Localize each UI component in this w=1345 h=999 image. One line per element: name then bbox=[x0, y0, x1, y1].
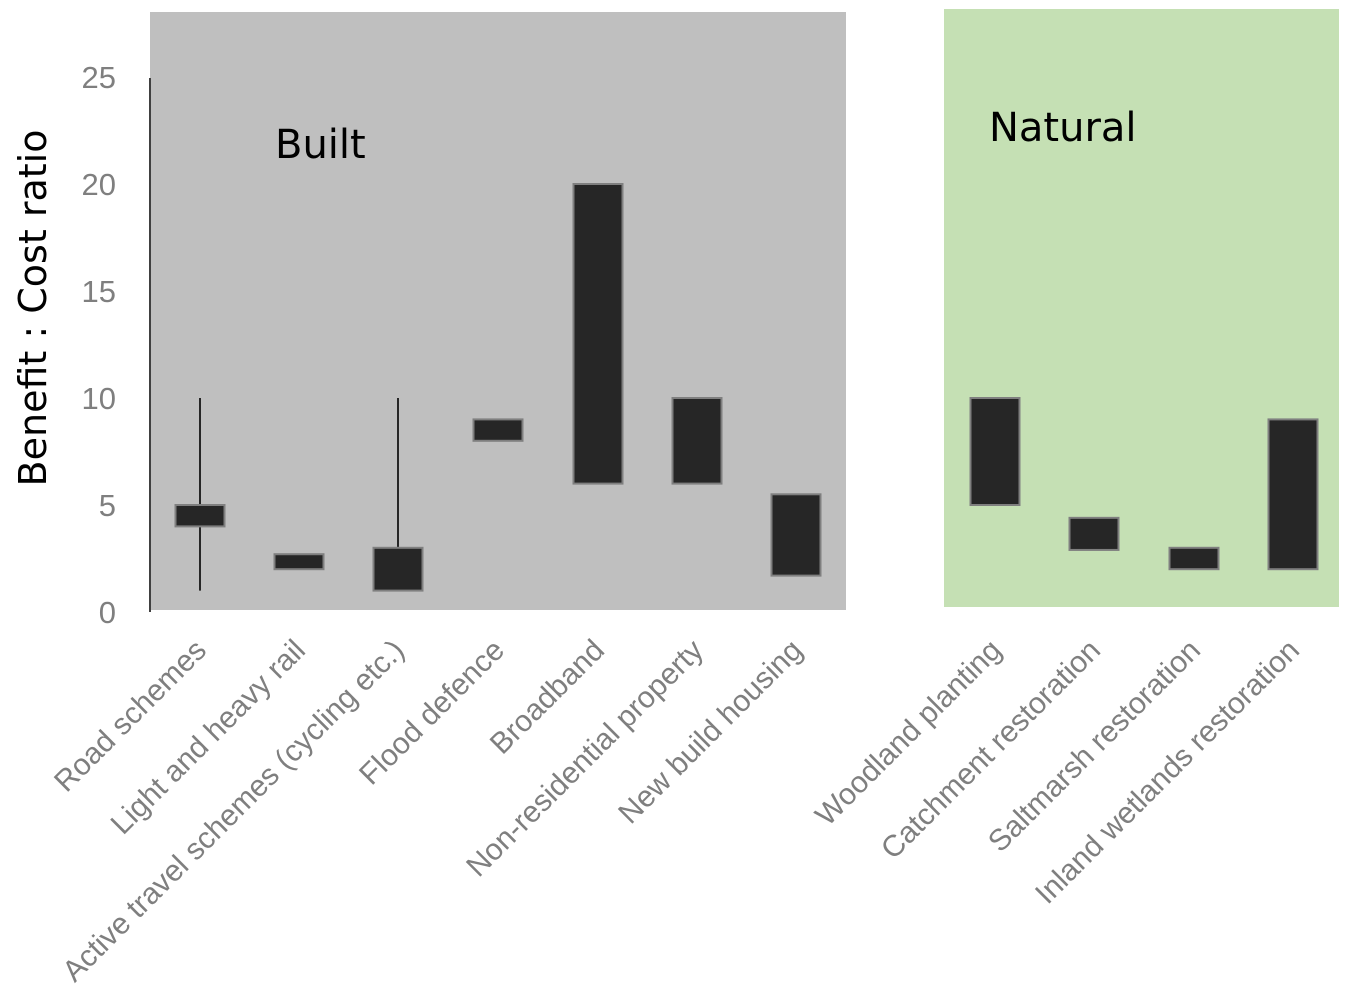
range-bar bbox=[1168, 546, 1220, 571]
range-bar bbox=[472, 418, 524, 442]
range-bar bbox=[1068, 516, 1120, 551]
range-bar bbox=[969, 397, 1021, 506]
y-tick-label: 20 bbox=[82, 167, 116, 202]
built-panel bbox=[150, 12, 846, 610]
range-bar bbox=[572, 183, 624, 485]
y-tick-labels: 0 5 10 15 20 25 bbox=[82, 60, 116, 630]
category-label: New build housing bbox=[612, 634, 809, 831]
category-label: Woodland planting bbox=[809, 634, 1008, 833]
y-axis-label: Benefit : Cost ratio bbox=[11, 130, 55, 487]
category-label: Light and heavy rail bbox=[105, 634, 312, 841]
y-tick-label: 5 bbox=[99, 488, 116, 523]
range-bar bbox=[273, 553, 325, 571]
range-bars bbox=[174, 183, 1319, 592]
natural-panel-title: Natural bbox=[989, 105, 1137, 151]
built-panel-title: Built bbox=[275, 122, 366, 168]
range-bar bbox=[174, 504, 226, 528]
range-bar bbox=[671, 397, 723, 485]
y-tick-label: 10 bbox=[82, 381, 116, 416]
y-tick-label: 0 bbox=[99, 595, 116, 630]
range-bar bbox=[1267, 418, 1319, 571]
y-tick-label: 25 bbox=[82, 60, 116, 95]
range-bar bbox=[372, 546, 424, 592]
y-tick-label: 15 bbox=[82, 274, 116, 309]
range-bar bbox=[770, 493, 822, 577]
category-label: Active travel schemes (cycling etc.) bbox=[56, 634, 411, 989]
